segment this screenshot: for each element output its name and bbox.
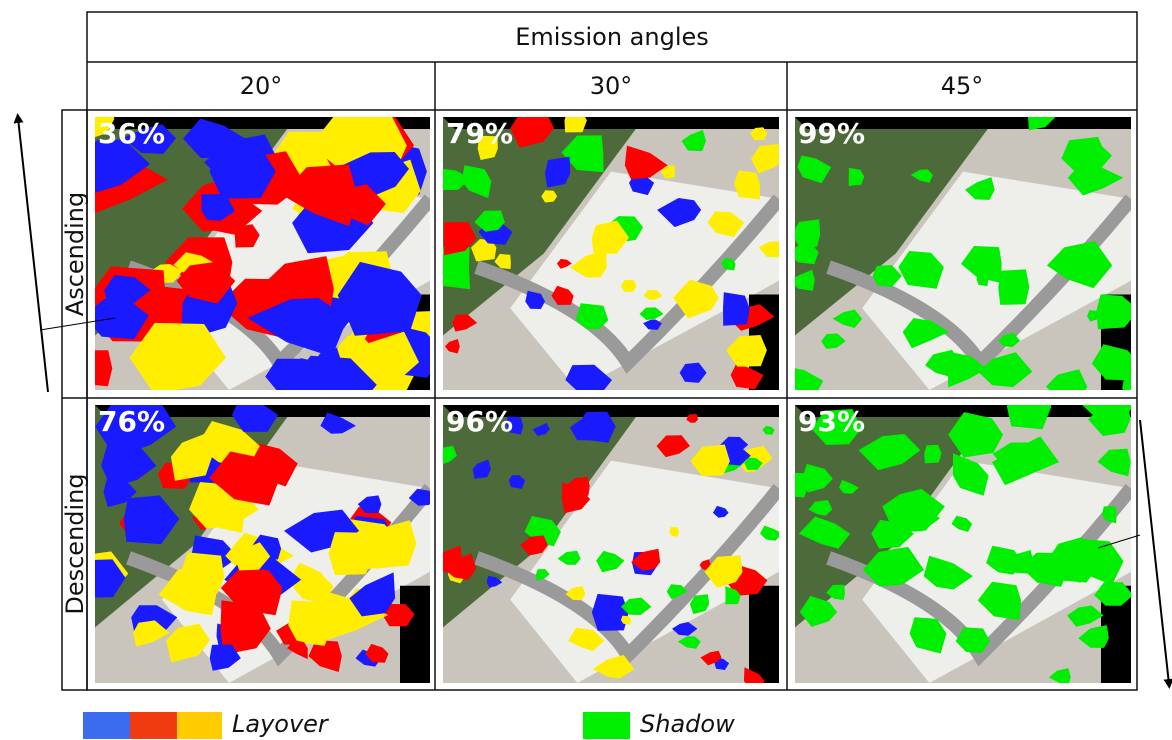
overlay-blob [1097, 294, 1139, 329]
column-header: 45° [941, 72, 984, 100]
panel-image [75, 395, 437, 683]
panels: 36% 79% 99% 76% 96% 93% [61, 97, 1142, 691]
arrow [18, 118, 48, 392]
overlay-blob [76, 350, 113, 386]
percentage: 96% [446, 405, 513, 438]
header-title: Emission angles [515, 23, 709, 51]
legend-label: Layover [232, 710, 330, 738]
percentage: 36% [98, 117, 165, 150]
panel-image [430, 110, 787, 399]
legend-label: Shadow [640, 710, 735, 738]
percentage: 99% [798, 117, 865, 150]
column-header: 30° [590, 72, 633, 100]
overlay-blob [1122, 379, 1142, 397]
legend-swatch [177, 712, 222, 739]
overlay-blob [565, 110, 587, 132]
overlay-blob [1007, 389, 1052, 430]
panel-image [779, 109, 1142, 403]
overlay-blob [329, 532, 375, 575]
legend-swatch [583, 712, 630, 739]
legend-swatch [130, 712, 177, 739]
percentage: 93% [798, 405, 865, 438]
overlay-blob [924, 445, 941, 464]
percentage: 79% [446, 117, 513, 150]
row-label: Descending [61, 473, 89, 614]
overlay-blob [998, 269, 1029, 305]
arrow [1140, 420, 1169, 684]
overlay-blob [592, 594, 629, 631]
row-label: Ascending [61, 192, 89, 316]
column-header: 20° [240, 72, 283, 100]
percentage: 76% [98, 405, 165, 438]
legend-swatch [83, 712, 130, 739]
panel-image [431, 405, 783, 691]
figure: 36% 79% 99% 76% 96% 93% Emission angles 20° 3… [0, 0, 1172, 740]
overlay-blob [787, 244, 819, 264]
